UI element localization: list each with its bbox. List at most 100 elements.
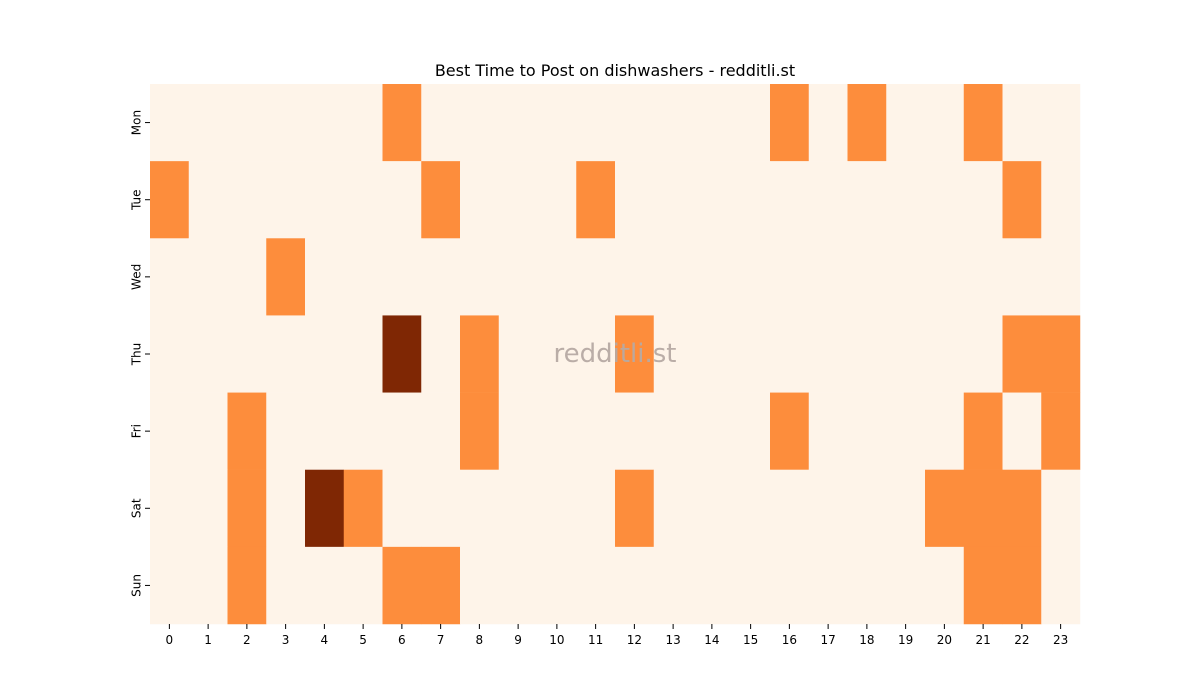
heatmap-cell [421,84,461,162]
x-tick-label: 15 [743,633,758,647]
heatmap-cell [421,315,461,393]
x-tick-label: 5 [359,633,367,647]
heatmap-cell [576,546,616,625]
heatmap-cell [460,161,499,239]
heatmap-cell [188,469,228,548]
heatmap-cell [266,238,306,316]
heatmap-cell [615,161,654,239]
x-tick-label: 18 [859,633,874,647]
x-tick-label: 11 [588,633,603,647]
heatmap-cell [963,469,1003,548]
heatmap-cell [770,161,809,239]
y-tick-label: Fri [130,424,144,438]
heatmap-cell [653,392,693,470]
heatmap-cell [343,546,383,625]
heatmap-cell [692,392,732,470]
heatmap-cell [847,84,887,162]
heatmap-cell [576,161,616,239]
heatmap-cell [227,469,267,548]
heatmap-cell [1002,469,1042,548]
heatmap-cell [498,546,538,625]
heatmap-cell [963,84,1003,162]
heatmap-cell [382,84,422,162]
heatmap-cell [150,392,189,470]
heatmap-cell [537,315,577,393]
x-tick-label: 7 [437,633,445,647]
heatmap-cell [305,84,344,162]
heatmap-cell [382,315,422,393]
heatmap-cell [343,315,383,393]
heatmap-cell [886,392,926,470]
heatmap-cell [808,392,848,470]
heatmap-cell [1002,161,1042,239]
heatmap-cell [653,161,693,239]
heatmap-cells [150,84,1081,625]
heatmap-cell [460,315,499,393]
x-tick-label: 23 [1053,633,1068,647]
x-tick-label: 20 [937,633,952,647]
heatmap-cell [692,238,732,316]
heatmap-cell [615,84,654,162]
heatmap-cell [227,84,267,162]
heatmap-cell [963,238,1003,316]
x-tick-label: 1 [204,633,212,647]
heatmap-cell [382,546,422,625]
heatmap-cell [576,238,616,316]
heatmap-cell [576,469,616,548]
heatmap-cell [808,315,848,393]
y-tick-label: Thu [130,343,144,367]
heatmap-cell [653,84,693,162]
heatmap-cell [343,161,383,239]
x-tick-label: 16 [782,633,797,647]
heatmap-cell [808,238,848,316]
heatmap-cell [925,315,964,393]
heatmap-cell [963,546,1003,625]
heatmap-cell [770,84,809,162]
heatmap-cell [498,392,538,470]
heatmap-cell [266,315,306,393]
heatmap-cell [808,161,848,239]
heatmap-cell [421,546,461,625]
heatmap-cell [537,161,577,239]
heatmap-cell [343,392,383,470]
heatmap-cell [498,469,538,548]
heatmap-cell [731,392,771,470]
heatmap-cell [770,392,809,470]
heatmap-cell [188,84,228,162]
heatmap-cell [188,161,228,239]
heatmap-cell [305,546,344,625]
heatmap-cell [615,392,654,470]
x-tick-label: 0 [166,633,174,647]
heatmap-cell [963,161,1003,239]
heatmap-cell [731,315,771,393]
heatmap-cell [460,238,499,316]
heatmap-cell [731,84,771,162]
heatmap-cell [925,469,964,548]
heatmap-cell [188,315,228,393]
heatmap-cell [421,392,461,470]
heatmap-cell [653,315,693,393]
heatmap-cell [150,315,189,393]
heatmap-cell [537,238,577,316]
heatmap-cell [731,469,771,548]
heatmap-cell [847,469,887,548]
heatmap-cell [886,238,926,316]
heatmap-cell [653,469,693,548]
heatmap-cell [576,392,616,470]
heatmap-cell [343,84,383,162]
heatmap-cell [382,238,422,316]
heatmap-cell [305,315,344,393]
heatmap-cell [188,392,228,470]
heatmap-cell [1002,238,1042,316]
heatmap-cell [537,546,577,625]
heatmap-cell [150,84,189,162]
heatmap-cell [653,546,693,625]
heatmap-cell [692,315,732,393]
heatmap-cell [150,469,189,548]
heatmap-cell [653,238,693,316]
heatmap-cell [150,546,189,625]
heatmap-cell [1041,469,1081,548]
heatmap-cell [227,546,267,625]
x-tick-label: 9 [514,633,522,647]
